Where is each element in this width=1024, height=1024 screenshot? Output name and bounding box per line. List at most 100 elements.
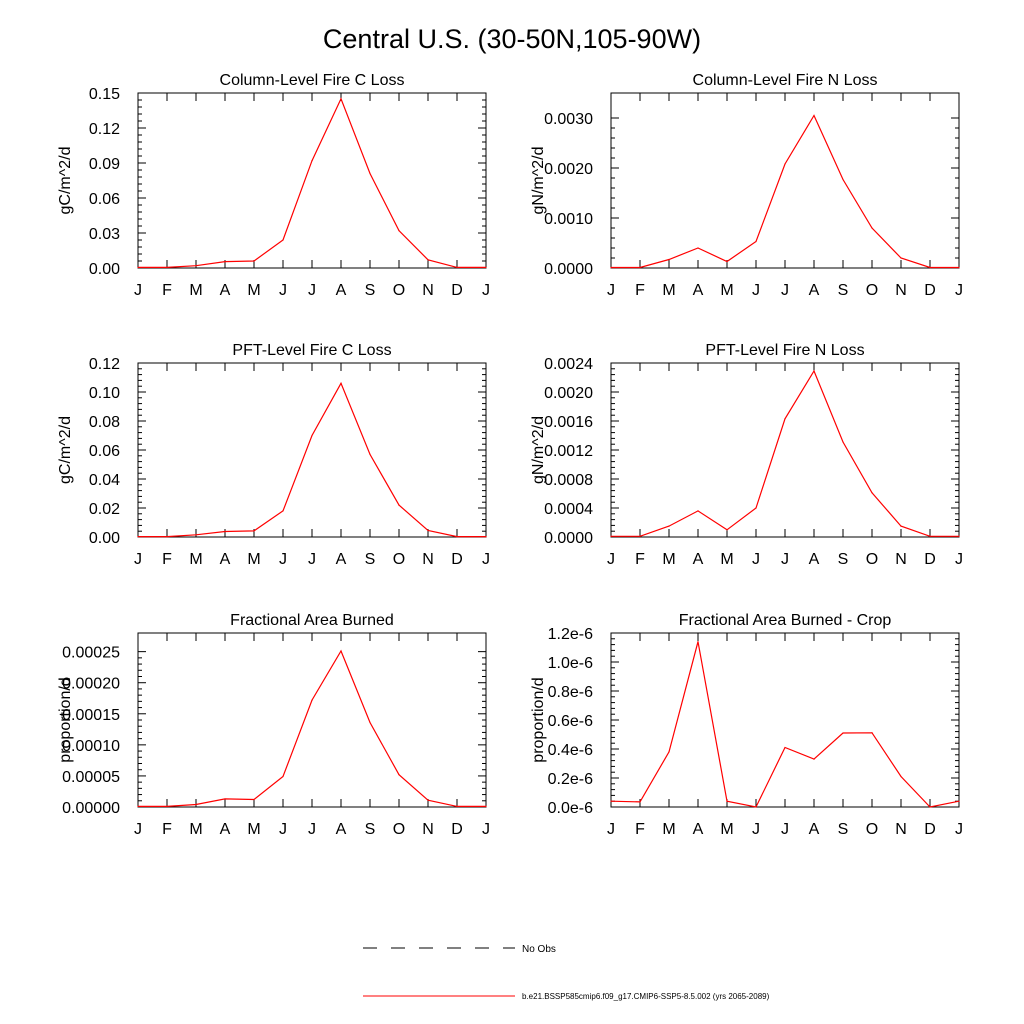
data-point [929,535,931,537]
y-tick-label: 0.0030 [544,111,593,128]
data-point [485,266,487,269]
data-point [485,535,487,538]
y-tick-label: 0.00000 [62,800,120,817]
data-point [610,535,612,537]
y-tick-label: 0.4e-6 [548,742,593,759]
x-tick-label: F [635,551,645,568]
y-tick-label: 0.06 [89,443,120,460]
chart-panel-6: Fractional Area Burned - Crop proportion/… [530,612,963,838]
data-point [900,257,902,259]
x-tick-label: M [247,282,260,299]
chart-title: Column-Level Fire N Loss [693,72,878,89]
data-point [871,227,873,229]
x-tick-label: J [279,551,287,568]
y-axis-label: gN/m^2/d [530,147,547,215]
x-tick-label: A [693,821,704,838]
data-point [755,507,757,509]
data-point [166,535,168,538]
data-point [610,266,612,269]
x-tick-label: M [662,551,675,568]
x-tick-label: A [809,282,820,299]
data-point [137,535,139,538]
data-point [137,805,139,807]
y-tick-label: 0.0000 [544,530,593,547]
x-tick-label: O [393,282,405,299]
x-tick-label: S [838,551,849,568]
data-point [485,805,487,807]
series-line [138,381,486,538]
y-tick-label: 0.10 [89,385,120,402]
data-point [427,799,429,801]
data-point [958,800,960,802]
x-tick-label: A [220,821,231,838]
x-tick-label: D [451,551,463,568]
data-point [282,775,284,778]
y-tick-label: 0.2e-6 [548,771,593,788]
y-tick-label: 0.15 [89,86,120,103]
x-tick-label: D [451,282,463,299]
y-tick-label: 0.03 [89,226,120,243]
data-point [195,803,197,806]
x-tick-label: A [336,821,347,838]
x-tick-label: N [895,821,907,838]
y-tick-label: 0.00020 [62,676,120,693]
y-tick-label: 0.00 [89,261,120,278]
x-tick-label: J [781,282,789,299]
y-tick-label: 0.0020 [544,385,593,402]
data-point [253,260,255,262]
y-tick-label: 0.00010 [62,738,120,755]
chart-title: PFT-Level Fire C Loss [232,342,391,359]
data-point [224,798,226,800]
x-tick-label: J [752,551,760,568]
data-point [639,801,641,803]
x-tick-label: N [422,282,434,299]
data-point [253,798,255,801]
chart-title: Column-Level Fire C Loss [220,72,405,89]
data-point [398,774,400,776]
data-point [668,525,670,527]
data-point [697,641,699,643]
data-point [369,721,371,724]
series-line [138,649,486,808]
x-tick-label: O [866,821,878,838]
x-tick-label: J [482,282,490,299]
x-tick-label: J [279,821,287,838]
data-point [639,266,641,269]
data-point [813,114,815,117]
y-tick-label: 0.09 [89,156,120,173]
y-tick-label: 1.0e-6 [548,655,593,672]
y-tick-label: 0.12 [89,121,120,138]
x-tick-label: O [393,551,405,568]
y-axis-label: proportion/d [530,677,547,762]
data-point [166,266,168,269]
data-point [253,530,255,532]
x-tick-label: J [134,821,142,838]
y-tick-label: 0.0024 [544,356,593,373]
y-axis-label: gN/m^2/d [530,416,547,484]
y-tick-label: 0.00005 [62,769,120,786]
y-tick-label: 0.0e-6 [548,800,593,817]
data-point [456,805,458,807]
y-tick-label: 0.02 [89,501,120,518]
x-tick-label: J [955,551,963,568]
data-point [784,418,786,420]
x-tick-label: N [422,551,434,568]
data-point [958,266,960,269]
y-tick-label: 1.2e-6 [548,626,593,643]
x-tick-label: J [482,551,490,568]
series-line [138,97,486,268]
x-tick-label: M [247,821,260,838]
series-line [610,641,960,808]
x-tick-label: M [247,551,260,568]
legend-model-label: b.e21.BSSP585cmip6.f09_g17.CMIP6-SSP5-8.… [522,992,770,1001]
series-line [611,369,959,537]
y-tick-label: 0.6e-6 [548,713,593,730]
x-tick-label: F [635,282,645,299]
page-title: Central U.S. (30-50N,105-90W) [323,24,701,54]
data-point [311,160,313,162]
x-tick-label: J [308,282,316,299]
x-tick-label: F [162,821,172,838]
